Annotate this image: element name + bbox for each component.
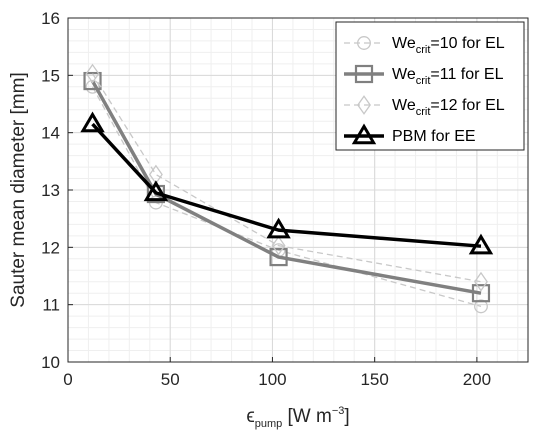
y-tick-label: 11 <box>42 296 60 315</box>
x-axis-subscript: pump <box>255 418 283 430</box>
x-axis-unit: [W m <box>282 406 332 427</box>
marker-triangle <box>266 217 291 239</box>
marker-diamond <box>85 63 100 84</box>
legend-item: PBM for EE <box>344 123 476 145</box>
x-tick-label: 150 <box>360 370 388 389</box>
x-tick-label: 200 <box>463 370 491 389</box>
y-tick-label: 12 <box>41 238 60 257</box>
marker-circle <box>85 79 100 94</box>
marker-circle <box>357 36 371 50</box>
series-line <box>91 122 482 248</box>
marker-diamond <box>271 235 286 256</box>
legend-item: Wecrit=10 for EL <box>344 35 505 56</box>
series-line <box>91 80 482 295</box>
marker-triangle <box>143 180 169 202</box>
plot-frame <box>67 17 529 363</box>
marker-circle <box>474 299 488 314</box>
legend-label: Wecrit=10 for EL <box>392 35 505 56</box>
marker-triangle <box>351 123 377 145</box>
legend: Wecrit=10 for EL Wecrit=11 for EL Wecrit=1… <box>335 21 525 151</box>
series-layer <box>80 63 494 314</box>
x-axis-symbol: ϵ <box>246 406 254 427</box>
y-axis-label: Sauter mean diameter [mm] <box>8 72 29 307</box>
marker-square <box>354 64 374 84</box>
x-axis-label: ϵpump [W m−3] <box>246 405 349 430</box>
legend-item: Wecrit=11 for EL <box>344 64 504 87</box>
marker-square <box>471 284 491 303</box>
y-tick-labels: 10 11 12 13 14 15 16 <box>41 9 60 372</box>
y-tick-label: 13 <box>41 181 60 200</box>
x-axis-close: ] <box>344 406 349 427</box>
y-tick-label: 15 <box>41 66 60 85</box>
y-tick-label: 10 <box>41 353 60 372</box>
legend-label: Wecrit=12 for EL <box>392 97 505 118</box>
y-tick-label: 14 <box>41 124 60 143</box>
x-tick-label: 100 <box>258 370 286 389</box>
series <box>80 111 494 255</box>
marker-triangle <box>80 111 105 133</box>
marker-square <box>269 247 288 267</box>
marker-triangle <box>468 233 494 255</box>
marker-diamond <box>357 95 371 115</box>
y-tick-label: 16 <box>41 9 60 28</box>
x-tick-label: 0 <box>63 370 72 389</box>
x-tick-labels: 0 50 100 150 200 <box>63 370 491 389</box>
legend-item: Wecrit=12 for EL <box>344 95 505 118</box>
legend-label: Wecrit=11 for EL <box>392 66 504 87</box>
marker-square <box>83 71 102 91</box>
marker-diamond <box>474 271 488 292</box>
legend-label: PBM for EE <box>392 128 476 145</box>
x-tick-label: 50 <box>161 370 180 389</box>
x-axis-superscript: −3 <box>332 405 345 417</box>
